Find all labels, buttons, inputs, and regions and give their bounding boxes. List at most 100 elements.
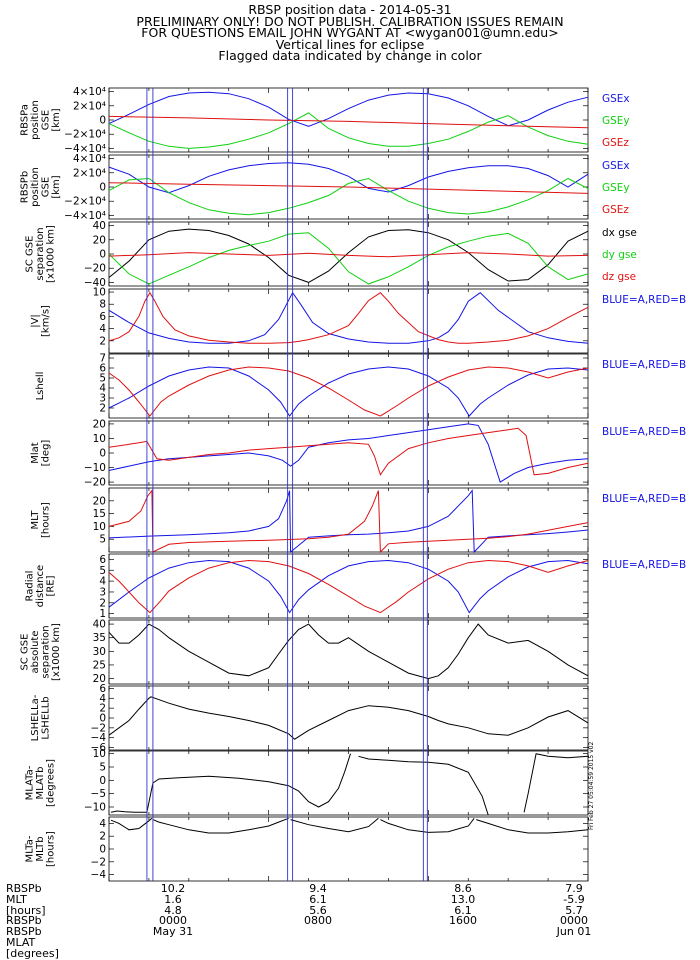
y-tick-label: −2×10⁴ [64,129,106,141]
y-axis-label: [deg] [40,440,51,467]
y-tick-label: 2×10⁴ [73,100,106,112]
y-tick-label: 4 [99,383,106,395]
legend-entry: GSEy [602,182,630,194]
y-tick-label: 20 [93,495,106,507]
y-axis-label: Mlat [30,442,41,464]
legend-entry: GSEx [602,160,630,172]
y-tick-label: 4×10⁴ [73,86,106,98]
y-tick-label: 2 [99,831,106,843]
footer-row-label: [hours] [6,903,46,917]
y-tick-label: −10 [84,802,106,814]
footer-value: 1600 [449,914,477,928]
legend-entry: BLUE=A,RED=B [602,493,686,505]
y-axis-label: RBSPa [19,104,30,136]
footer-column-0000: 10.2 1.6 4.8 0000 May 31 [138,882,208,939]
y-tick-label: −4×10⁴ [64,143,106,155]
y-tick-label: 10 [93,521,106,533]
y-axis-label: [km] [51,175,62,198]
y-tick-label: 20 [93,673,106,685]
series-line-a [108,291,589,344]
y-tick-label: −40 [84,277,106,289]
footer-value: 9.4 [309,882,327,895]
legend-entry: GSEy [602,115,630,127]
y-tick-label: −4 [91,732,107,744]
series-line-b [108,427,589,476]
series-line-gsez [108,182,589,194]
y-tick-label: −4 [91,869,107,881]
y-axis-label: distance [35,565,46,607]
panel-frame [108,353,589,419]
contact-line: FOR QUESTIONS EMAIL JOHN WYGANT AT <wyga… [141,25,559,41]
y-tick-label: 8 [99,299,106,311]
y-tick-label: −2 [91,722,106,734]
series-line-a [108,423,589,483]
y-axis-label: absolute [30,631,41,674]
flag-note: Flagged data indicated by change in colo… [218,48,482,64]
y-tick-label: 40 [93,619,106,631]
legend-entry: GSEz [602,137,629,149]
panel-frame [108,685,589,751]
y-axis-label: Lshell [35,372,46,401]
footer-value: May 31 [152,925,194,939]
series-line-dmlt2 [152,817,289,834]
legend-entry: BLUE=A,RED=B [602,359,686,371]
y-axis-label: MLTa- [25,835,36,862]
footer-column-1600: 8.6 13.0 6.1 1600 [428,883,498,928]
plot-header: RBSP position data - 2014-05-31 PRELIMIN… [0,3,700,64]
y-axis-label: position [30,167,41,207]
y-tick-label: 5 [99,565,106,577]
series-line-a [108,559,589,614]
y-tick-label: −6 [91,742,107,754]
series-line-gsey [108,112,589,149]
y-tick-label: 6 [99,554,106,566]
y-axis-label: [km/s] [40,305,51,337]
series-line-b [108,489,589,554]
series-line-separation [108,623,589,680]
y-axis-label: [hours] [46,831,57,867]
y-tick-label: 6 [99,311,106,323]
y-axis-label: SC GSE [19,634,30,671]
series-line-dx-gse [108,228,589,283]
y-tick-label: 2 [99,703,106,715]
footer-value: 6.1 [454,903,472,917]
warning-line: PRELIMINARY ONLY! DO NOT PUBLISH. CALIBR… [136,13,564,29]
y-tick-label: 35 [93,632,106,644]
y-tick-label: 2 [99,335,106,347]
y-tick-label: 2 [99,403,106,415]
legend-entry: GSEz [602,204,629,216]
y-tick-label: 0 [99,249,106,261]
y-axis-label: LSHELLa- [30,694,41,741]
y-tick-label: −5 [91,788,106,800]
y-tick-label: 2 [99,597,106,609]
y-axis-label: [hours] [40,502,51,538]
series-line-dmlat [110,753,351,813]
series-line-dmlt5 [476,819,589,834]
series-line-b [108,291,589,344]
footer-row-label: RBSPb [6,914,42,928]
footer-value: 10.2 [160,882,186,895]
y-axis-label: MLATb [35,767,46,800]
y-tick-label: 4×10⁴ [73,153,106,165]
y-axis-label: separation [40,625,51,678]
y-tick-label: 3 [99,586,106,598]
y-tick-label: 4 [99,576,106,588]
footer-row-label: MLAT [6,935,36,949]
panel-frame [108,420,589,486]
series-line-gsez [108,115,589,129]
y-axis-label: LSHELLb [40,696,51,739]
footer-row-labels: RBSPb MLT [hours] RBSPb RBSPb MLAT [degr… [6,883,59,960]
generation-stamp: Fri Feb 27 05:04:59 2015 v02 [588,741,595,830]
y-tick-label: 4 [99,818,106,830]
y-tick-label: 10 [93,748,106,760]
legend-entry: GSEx [602,93,630,105]
footer-column-2400: 7.9 -5.9 5.7 0000 Jun 01 [539,883,609,938]
y-tick-label: 20 [93,418,106,430]
y-tick-label: −20 [84,477,106,489]
y-axis-label: [RE] [46,575,57,596]
series-line-a [108,489,589,554]
y-tick-label: 0 [99,775,106,787]
y-tick-label: 0 [99,713,106,725]
y-tick-label: 0 [99,448,106,460]
y-tick-label: 4 [99,693,106,705]
